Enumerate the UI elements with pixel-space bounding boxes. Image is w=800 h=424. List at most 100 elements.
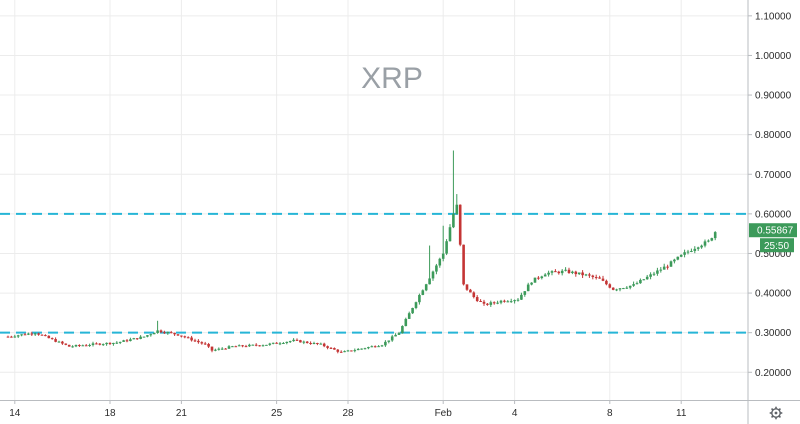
chart-title: XRP <box>361 62 423 95</box>
x-tick-label: 25 <box>271 408 283 419</box>
candle-body <box>146 335 149 337</box>
candle-body <box>683 252 686 255</box>
candle-body <box>74 345 78 347</box>
candle-body <box>557 271 561 274</box>
candle-body <box>207 344 210 347</box>
candle-body <box>142 336 146 338</box>
candle-body <box>254 344 258 346</box>
candle-body <box>343 351 346 353</box>
candle-body <box>241 345 244 347</box>
candle-body <box>428 278 431 285</box>
candle-body <box>686 251 690 253</box>
candle-body <box>632 284 635 286</box>
candle-body <box>666 266 669 268</box>
candle-body <box>23 334 27 336</box>
candle-body <box>326 346 329 348</box>
candle-body <box>421 290 425 295</box>
candle-body <box>550 271 554 273</box>
current-price-badge <box>749 223 797 238</box>
gear-tooth <box>770 415 774 419</box>
candle-body <box>329 347 333 349</box>
candle-body <box>122 340 125 342</box>
candle-body <box>292 339 295 342</box>
x-tick-label: 8 <box>607 408 613 419</box>
candle-body <box>302 341 306 343</box>
gear-icon[interactable] <box>769 406 783 420</box>
candle-body <box>295 339 299 341</box>
gear-tooth <box>778 415 782 419</box>
candle-body <box>20 334 23 336</box>
candle-body <box>625 287 629 289</box>
candle-body <box>248 344 251 347</box>
candle-body <box>622 288 625 290</box>
candle-body <box>261 345 265 347</box>
candle-body <box>285 341 289 344</box>
gear-tooth <box>770 407 774 411</box>
candle-body <box>112 342 115 345</box>
candle-body <box>509 301 513 303</box>
candle-body <box>530 282 533 285</box>
candle-body <box>6 336 10 338</box>
candle-body <box>380 345 384 347</box>
candle-body <box>540 276 544 279</box>
candle-body <box>407 313 411 319</box>
candle-body <box>227 346 231 349</box>
candle-body <box>217 348 221 350</box>
candle-body <box>635 283 639 285</box>
candle-body <box>584 274 588 276</box>
candle-body <box>251 344 255 346</box>
candle-body <box>479 300 482 302</box>
candle-body <box>152 332 156 335</box>
candle-body <box>234 346 238 348</box>
candle-body <box>513 300 516 302</box>
y-tick-label: 0.50000 <box>755 249 792 260</box>
candle-body <box>139 336 142 339</box>
candle-body <box>353 350 357 352</box>
candle-body <box>67 344 71 347</box>
candle-body <box>78 345 81 347</box>
candle-body <box>445 241 448 254</box>
candle-body <box>465 284 469 290</box>
candle-body <box>520 294 523 300</box>
candle-body <box>336 349 340 352</box>
candle-body <box>13 336 17 338</box>
candle-body <box>271 342 275 344</box>
candle-body <box>394 334 397 337</box>
candle-body <box>503 300 506 302</box>
y-tick-label: 0.60000 <box>755 209 792 220</box>
candle-body <box>543 274 547 277</box>
candle-body <box>237 345 241 347</box>
candle-body <box>506 301 510 303</box>
candle-body <box>61 341 64 344</box>
countdown-badge <box>760 238 794 253</box>
candle-body <box>363 348 367 350</box>
candle-body <box>404 318 408 327</box>
candle-body <box>129 339 132 342</box>
candle-body <box>679 254 683 257</box>
candle-body <box>214 349 217 351</box>
candle-body <box>367 347 370 349</box>
candle-body <box>64 343 68 345</box>
y-tick-label: 1.00000 <box>755 51 792 62</box>
candle-body <box>278 343 282 345</box>
candle-body <box>639 279 642 284</box>
candle-body <box>159 330 163 333</box>
candle-body <box>244 346 248 348</box>
y-tick-label: 0.30000 <box>755 328 792 339</box>
candle-body <box>319 343 323 345</box>
candle-body <box>350 350 353 352</box>
candle-body <box>118 341 122 343</box>
candle-body <box>305 341 309 344</box>
candle-body <box>108 342 112 345</box>
candle-body <box>611 287 615 290</box>
candle-body <box>438 258 442 266</box>
candle-body <box>265 344 268 346</box>
candle-body <box>452 213 455 228</box>
x-tick-label: 28 <box>342 408 354 419</box>
candle-body <box>571 271 574 273</box>
candle-body <box>397 333 401 335</box>
candle-body <box>115 342 119 344</box>
candle-body <box>203 343 207 345</box>
candle-body <box>431 271 435 279</box>
